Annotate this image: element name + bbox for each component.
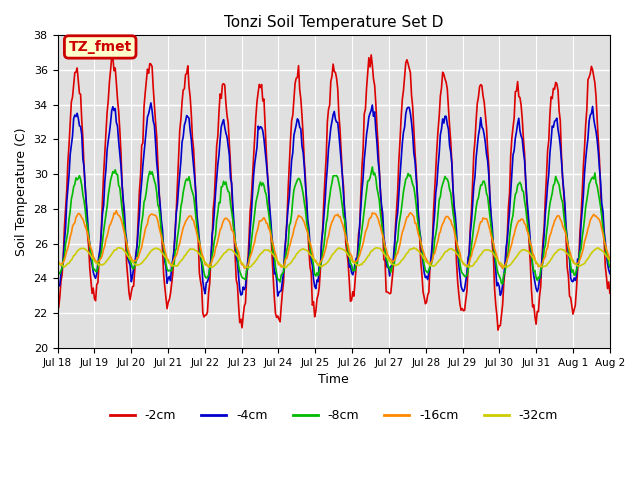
-4cm	[289, 150, 296, 156]
-4cm	[365, 114, 372, 120]
-8cm	[369, 164, 376, 170]
-2cm	[54, 304, 61, 310]
-2cm	[367, 52, 375, 58]
-2cm	[225, 140, 233, 146]
-8cm	[606, 264, 614, 270]
-8cm	[390, 261, 398, 267]
-2cm	[461, 308, 468, 313]
X-axis label: Time: Time	[318, 373, 349, 386]
-8cm	[225, 190, 233, 195]
-8cm	[557, 196, 565, 202]
Legend: -2cm, -4cm, -8cm, -16cm, -32cm: -2cm, -4cm, -8cm, -16cm, -32cm	[104, 404, 563, 427]
-32cm	[282, 265, 290, 271]
-16cm	[288, 236, 296, 241]
Line: -8cm: -8cm	[58, 167, 610, 284]
-8cm	[287, 220, 294, 226]
-16cm	[113, 208, 120, 214]
-8cm	[54, 269, 61, 275]
-32cm	[462, 263, 470, 269]
-2cm	[287, 138, 294, 144]
Y-axis label: Soil Temperature (C): Soil Temperature (C)	[15, 127, 28, 256]
-4cm	[462, 279, 470, 285]
-4cm	[54, 280, 61, 286]
-8cm	[499, 281, 506, 287]
Line: -32cm: -32cm	[58, 248, 610, 268]
-2cm	[390, 251, 398, 257]
-2cm	[557, 152, 565, 158]
-4cm	[606, 271, 614, 276]
-4cm	[147, 100, 155, 106]
-32cm	[392, 263, 399, 268]
-8cm	[461, 274, 468, 279]
Line: -2cm: -2cm	[58, 55, 610, 330]
-2cm	[363, 85, 371, 91]
Text: TZ_fmet: TZ_fmet	[68, 40, 132, 54]
-32cm	[365, 252, 372, 258]
Line: -4cm: -4cm	[58, 103, 610, 296]
-16cm	[557, 218, 565, 224]
-16cm	[461, 262, 468, 267]
-4cm	[392, 231, 399, 237]
Title: Tonzi Soil Temperature Set D: Tonzi Soil Temperature Set D	[224, 15, 444, 30]
-16cm	[364, 223, 372, 228]
-4cm	[227, 176, 234, 181]
-32cm	[54, 259, 61, 265]
Line: -16cm: -16cm	[58, 211, 610, 268]
-16cm	[227, 222, 234, 228]
-32cm	[289, 257, 296, 263]
-32cm	[557, 246, 565, 252]
-16cm	[54, 257, 61, 263]
-32cm	[606, 258, 614, 264]
-16cm	[499, 265, 506, 271]
-32cm	[115, 245, 122, 251]
-16cm	[390, 257, 398, 263]
-2cm	[606, 290, 614, 296]
-32cm	[227, 247, 234, 252]
-16cm	[606, 256, 614, 262]
-8cm	[363, 188, 371, 194]
-4cm	[274, 293, 282, 299]
-4cm	[557, 157, 565, 163]
-2cm	[494, 327, 502, 333]
